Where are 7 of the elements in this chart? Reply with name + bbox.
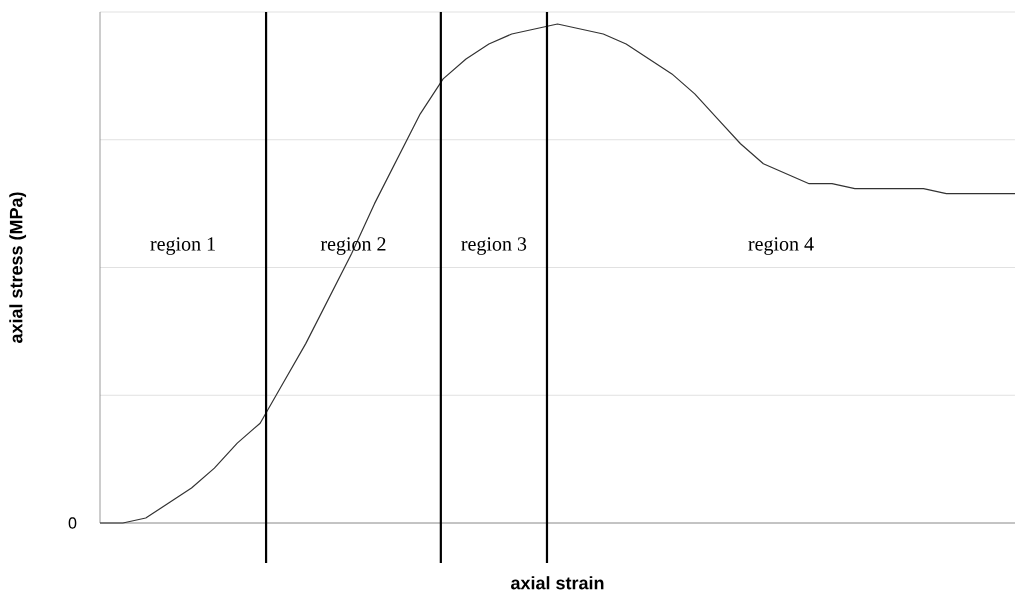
y-axis-title: axial stress (MPa) — [9, 192, 27, 344]
annotation: region 1 — [150, 237, 215, 255]
annotation: region 3 — [461, 237, 527, 255]
annotation: region 2 — [320, 237, 386, 255]
annotation: region 4 — [748, 237, 814, 255]
text: 0 — [68, 517, 77, 529]
x-axis-title: axial strain — [511, 576, 604, 590]
